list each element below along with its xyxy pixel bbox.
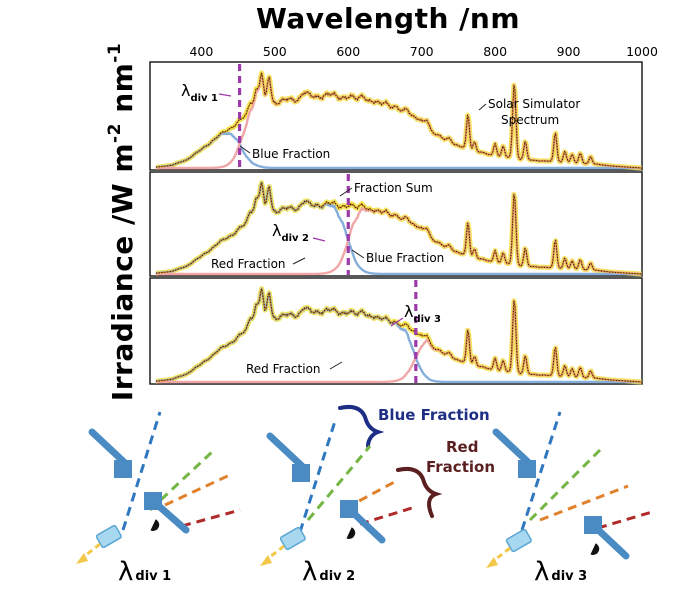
panel-1-blue-fraction-line <box>155 131 642 170</box>
scheme-1-upper-mirror-arm <box>88 428 128 466</box>
scheme-1-lambda-label: λ div 1 <box>118 557 171 587</box>
blue-fraction-label-1: Blue Fraction <box>252 147 330 161</box>
solar-simulator-label-line2: Spectrum <box>501 113 559 127</box>
x-axis-title: Wavelength /nm <box>256 2 520 35</box>
scheme-1-transmitted-arrow <box>76 553 88 564</box>
fraction-sum-leader <box>339 187 353 197</box>
scheme-3-transmitted-beam <box>491 546 511 564</box>
x-tick-label-700: 700 <box>410 44 434 59</box>
solar-simulator-leader <box>478 103 487 111</box>
panel-1 <box>149 61 643 171</box>
red-fraction-leader-3 <box>329 361 343 370</box>
panel-1-simulator-dotted <box>155 72 642 169</box>
red-fraction-label-2: Red Fraction <box>211 257 286 271</box>
solar-simulator-label-line1: Solar Simulator <box>488 97 580 111</box>
panel-2 <box>149 171 643 277</box>
y-axis-title: Irradiance /W m-2 nm-1 <box>105 43 139 401</box>
panel-3-simulator-line <box>155 288 642 383</box>
y-axis-title-mid: nm <box>106 63 139 123</box>
lambda-div-3-leader <box>390 317 404 327</box>
scheme-3-lambda-label: λ div 3 <box>534 557 587 587</box>
blue-fraction-label-2: Blue Fraction <box>366 251 444 265</box>
scheme-1-blue-ray <box>121 411 162 531</box>
x-tick-label-1000: 1000 <box>626 44 658 59</box>
scheme-1-cuvette <box>95 524 122 549</box>
blue-fraction-bracket <box>338 405 385 448</box>
scheme-1-upper-mirror <box>114 460 132 478</box>
red-fraction-bracket <box>396 467 443 518</box>
x-tick-label-800: 800 <box>483 44 507 59</box>
lambda-div-1-leader <box>218 93 232 97</box>
scheme-1-orange-ray <box>164 472 233 507</box>
scheme-1-red-ray <box>181 508 241 528</box>
scheme-2-cuvette <box>279 526 306 551</box>
panel-3 <box>149 277 643 385</box>
scheme-2-orange-ray <box>345 478 399 510</box>
scheme-2-red-ray <box>359 506 413 526</box>
scheme-3-green-ray <box>528 448 602 522</box>
scheme-2-green-ray <box>306 445 372 521</box>
scheme-3-upper-mirror <box>518 460 536 478</box>
blue-fraction-leader-1 <box>239 145 251 154</box>
y-axis-title-base: Irradiance /W m <box>106 143 139 401</box>
scheme-2-lambda-label: λ div 2 <box>302 557 355 587</box>
red-fraction-title-line1: Red <box>446 438 478 456</box>
scheme-3-detector-icon: ◗ <box>588 538 604 559</box>
lambda-div-2-leader <box>312 237 326 242</box>
scheme-2-lower-mirror <box>340 500 358 518</box>
panel-2-simulator-dotted <box>155 182 642 275</box>
x-tick-label-500: 500 <box>263 44 287 59</box>
scheme-2-upper-mirror <box>292 464 310 482</box>
scheme-3-transmitted-arrow <box>486 557 498 568</box>
lambda-div-1-label: λdiv 1 <box>181 81 218 104</box>
x-tick-label-600: 600 <box>336 44 360 59</box>
scheme-2-transmitted-arrow <box>260 555 272 566</box>
lambda-div-2-label: λdiv 2 <box>272 221 309 244</box>
scheme-1-detector-icon: ◗ <box>148 514 164 535</box>
scheme-2-upper-mirror-arm <box>266 432 306 470</box>
y-axis-title-exp1: -2 <box>105 123 125 143</box>
x-tick-labels: 400 500 600 700 800 900 1000 <box>189 44 657 59</box>
scheme-3-cuvette <box>505 528 532 553</box>
scheme-1: ◗ λ div 1 <box>76 411 241 587</box>
scheme-2-blue-ray <box>298 417 338 533</box>
red-fraction-title-line2: Fraction <box>426 458 495 476</box>
scheme-3-red-ray <box>597 510 653 530</box>
red-fraction-leader-2 <box>292 257 306 265</box>
x-tick-label-400: 400 <box>189 44 213 59</box>
scheme-3-upper-mirror-arm <box>492 428 532 466</box>
scheme-3-lower-mirror <box>584 516 602 534</box>
scheme-3-blue-ray <box>520 411 562 531</box>
svg-text:Irradiance /W m-2 nm-1: Irradiance /W m-2 nm-1 <box>105 43 139 401</box>
panel-2-labels: Fraction Sum λdiv 2 Red Fraction Blue Fr… <box>211 181 444 271</box>
x-tick-label-900: 900 <box>557 44 581 59</box>
blue-fraction-title: Blue Fraction <box>378 406 490 424</box>
scheme-1-lower-mirror <box>144 492 162 510</box>
scheme-2-detector-icon: ◗ <box>344 522 360 543</box>
scheme-2-transmitted-beam <box>265 544 285 562</box>
scheme-3: ◗ λ div 3 <box>486 411 653 587</box>
beam-splitting-schematic: Blue Fraction Red Fraction ◗ λ div 1 <box>76 405 653 587</box>
panel-3-labels: λdiv 3 Red Fraction <box>246 302 441 376</box>
scheme-3-orange-ray <box>539 484 629 522</box>
red-fraction-label-3: Red Fraction <box>246 362 321 376</box>
y-axis-title-exp2: -1 <box>105 43 125 63</box>
lambda-div-3-label: λdiv 3 <box>404 302 441 325</box>
scheme-2: ◗ λ div 2 <box>260 417 413 587</box>
fraction-sum-label: Fraction Sum <box>354 181 433 195</box>
panel-1-labels: λdiv 1 Solar Simulator Spectrum Blue Fra… <box>181 81 580 161</box>
blue-fraction-leader-2 <box>351 249 365 259</box>
scheme-1-transmitted-beam <box>81 542 101 560</box>
